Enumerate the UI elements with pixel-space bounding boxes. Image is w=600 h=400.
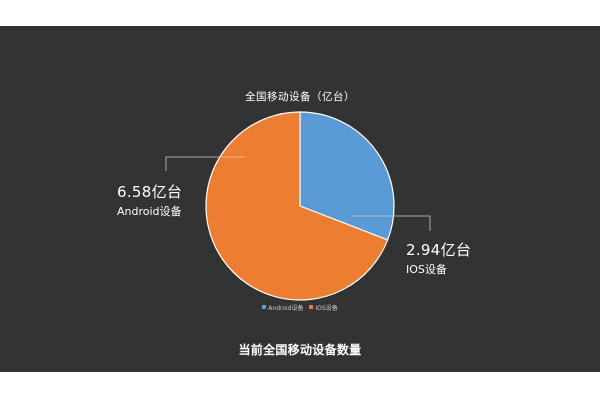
slice-value-label-android: 6.58亿台 — [117, 183, 183, 201]
pie-chart — [165, 111, 431, 301]
pie-slice-android — [205, 111, 389, 301]
legend-item-android: Android设备 — [262, 305, 303, 313]
slide-caption: 当前全国移动设备数量 — [238, 343, 362, 357]
pie-slice-ios — [299, 111, 395, 241]
slice-series-label-android: Android设备 — [117, 205, 182, 218]
chart-slide: 全国移动设备（亿台） 6.58亿台 Android设备 2.94亿台 IOS设备… — [0, 26, 600, 372]
leader-line-ios — [352, 215, 431, 231]
slice-value-label-ios: 2.94亿台 — [406, 241, 472, 259]
legend-label-android: Android设备 — [268, 305, 304, 312]
slice-series-label-ios: IOS设备 — [406, 263, 447, 276]
leader-line-android — [165, 156, 245, 171]
legend-item-ios: IOS设备 — [309, 305, 338, 313]
chart-title: 全国移动设备（亿台） — [245, 91, 355, 103]
legend-swatch-ios — [309, 305, 314, 309]
legend-label-ios: IOS设备 — [315, 305, 338, 312]
chart-legend: Android设备 IOS设备 — [0, 305, 600, 313]
legend-swatch-android — [262, 305, 267, 309]
